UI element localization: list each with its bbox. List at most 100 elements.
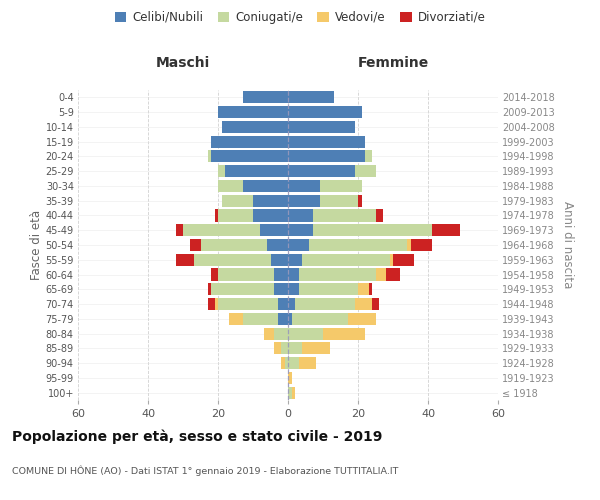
Bar [208,150,211,162]
Bar [292,313,347,325]
Bar [355,298,372,310]
Bar [299,268,376,280]
Bar [288,372,292,384]
Bar [288,386,292,398]
Bar [302,254,389,266]
Bar [274,283,288,296]
Bar [365,150,372,162]
Bar [221,194,253,207]
Bar [274,268,288,280]
Bar [200,239,267,251]
Bar [358,194,361,207]
Bar [288,342,302,354]
Bar [218,268,274,280]
Bar [386,268,400,280]
Bar [288,313,292,325]
Bar [320,194,358,207]
Bar [229,313,242,325]
Bar [218,180,242,192]
Bar [372,298,379,310]
Bar [218,165,225,177]
Bar [347,313,376,325]
Bar [313,210,376,222]
Y-axis label: Anni di nascita: Anni di nascita [562,202,574,288]
Text: Popolazione per età, sesso e stato civile - 2019: Popolazione per età, sesso e stato civil… [12,430,382,444]
Bar [389,254,393,266]
Bar [299,283,358,296]
Bar [208,283,211,296]
Bar [376,268,386,280]
Bar [288,194,320,207]
Bar [288,254,302,266]
Bar [288,357,299,369]
Bar [242,180,288,192]
Y-axis label: Fasce di età: Fasce di età [29,210,43,280]
Bar [320,180,361,192]
Bar [253,194,288,207]
Bar [410,239,431,251]
Text: Femmine: Femmine [358,56,428,70]
Text: Maschi: Maschi [156,56,210,70]
Bar [218,106,288,118]
Bar [309,239,407,251]
Bar [263,328,274,340]
Bar [292,386,295,398]
Bar [277,313,288,325]
Bar [183,224,260,236]
Bar [176,254,193,266]
Bar [368,283,372,296]
Bar [288,283,299,296]
Bar [299,357,316,369]
Bar [281,342,288,354]
Bar [253,210,288,222]
Bar [242,92,288,104]
Bar [274,328,288,340]
Bar [288,150,365,162]
Bar [288,92,334,104]
Bar [288,224,313,236]
Bar [267,239,288,251]
Bar [242,313,277,325]
Bar [284,357,288,369]
Text: COMUNE DI HÔNE (AO) - Dati ISTAT 1° gennaio 2019 - Elaborazione TUTTITALIA.IT: COMUNE DI HÔNE (AO) - Dati ISTAT 1° genn… [12,465,398,475]
Bar [218,210,253,222]
Bar [271,254,288,266]
Bar [215,210,218,222]
Bar [313,224,431,236]
Bar [208,298,215,310]
Bar [225,165,288,177]
Bar [176,224,183,236]
Bar [302,342,330,354]
Bar [211,268,218,280]
Bar [288,136,365,147]
Bar [274,342,281,354]
Bar [358,283,368,296]
Bar [288,121,355,133]
Bar [288,239,309,251]
Bar [218,298,277,310]
Bar [190,239,200,251]
Bar [288,106,361,118]
Bar [211,150,288,162]
Bar [288,165,355,177]
Legend: Celibi/Nubili, Coniugati/e, Vedovi/e, Divorziati/e: Celibi/Nubili, Coniugati/e, Vedovi/e, Di… [115,11,485,24]
Bar [393,254,414,266]
Bar [193,254,271,266]
Bar [211,283,274,296]
Bar [431,224,460,236]
Bar [277,298,288,310]
Bar [295,298,355,310]
Bar [211,136,288,147]
Bar [221,121,288,133]
Bar [323,328,365,340]
Bar [260,224,288,236]
Bar [407,239,410,251]
Bar [281,357,284,369]
Bar [215,298,218,310]
Bar [288,180,320,192]
Bar [355,165,376,177]
Bar [288,210,313,222]
Bar [288,268,299,280]
Bar [288,328,323,340]
Bar [288,298,295,310]
